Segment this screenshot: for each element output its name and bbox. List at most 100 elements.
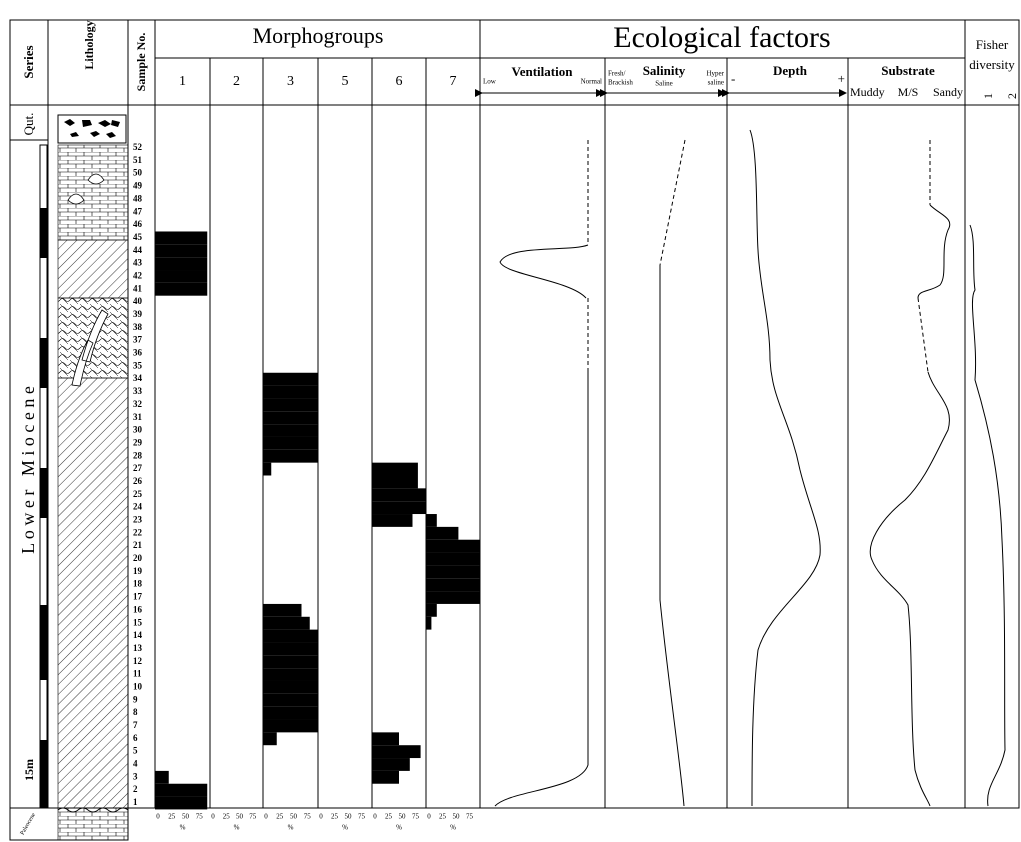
sample-label: 49 xyxy=(133,181,143,191)
paleocene-litho xyxy=(58,808,128,840)
sample-label: 11 xyxy=(133,669,142,679)
sample-label: 2 xyxy=(133,784,138,794)
bar xyxy=(263,668,318,681)
sample-label: 22 xyxy=(133,527,143,537)
bar xyxy=(372,758,410,771)
bar xyxy=(263,398,318,411)
fisher-tick: 1 xyxy=(981,93,995,99)
sample-label: 18 xyxy=(133,579,143,589)
x-tick-label: 50 xyxy=(236,813,244,821)
x-tick-label: 75 xyxy=(249,813,257,821)
bar xyxy=(263,720,318,733)
sample-label: 33 xyxy=(133,386,143,396)
group-label: 7 xyxy=(450,74,457,89)
bar xyxy=(426,578,480,591)
bar xyxy=(263,630,318,643)
miocene-label: L o w e r M i o c e n e xyxy=(18,386,38,554)
sample-label: 17 xyxy=(133,592,143,602)
sample-label: 47 xyxy=(133,206,143,216)
bar xyxy=(263,424,318,437)
bar xyxy=(263,694,318,707)
x-unit: % xyxy=(450,824,456,832)
fisher-title-2: diversity xyxy=(969,57,1015,72)
group-label: 1 xyxy=(179,74,186,89)
x-tick-label: 25 xyxy=(276,813,284,821)
fisher-title: Fisher xyxy=(976,37,1009,52)
vent-curve xyxy=(495,245,588,806)
sample-label: 41 xyxy=(133,283,143,293)
bar xyxy=(426,617,431,630)
bar xyxy=(155,244,207,257)
sample-label: 52 xyxy=(133,142,143,152)
sample-label: 21 xyxy=(133,540,143,550)
vent-low: Low xyxy=(483,78,497,86)
sample-label: 50 xyxy=(133,168,143,178)
x-tick-label: 50 xyxy=(453,813,461,821)
sample-label: 6 xyxy=(133,733,138,743)
x-tick-label: 0 xyxy=(264,813,268,821)
sub-curve xyxy=(870,205,950,806)
sample-label: 14 xyxy=(133,630,143,640)
x-tick-label: 0 xyxy=(156,813,160,821)
sample-label: 30 xyxy=(133,425,143,435)
sample-label: 44 xyxy=(133,245,143,255)
bar xyxy=(372,771,399,784)
lithology-header: Lithology xyxy=(82,20,96,69)
sub-dashed xyxy=(918,140,930,372)
sample-label: 40 xyxy=(133,296,143,306)
bar xyxy=(426,591,480,604)
bar xyxy=(263,707,318,720)
sample-label: 29 xyxy=(133,437,143,447)
bar xyxy=(372,488,426,501)
sal-dashed xyxy=(660,140,685,265)
sample-label: 1 xyxy=(133,797,138,807)
sample-label: 51 xyxy=(133,155,143,165)
bar xyxy=(426,540,480,553)
sample-label: 12 xyxy=(133,656,143,666)
stratigraphy: Qut. L o w e r M i o c e n e 15m Paleoce… xyxy=(18,113,38,837)
sample-label: 15 xyxy=(133,617,143,627)
sample-label: 37 xyxy=(133,335,143,345)
sal-low: Brackish xyxy=(608,79,633,87)
bar xyxy=(372,514,413,527)
headers: Series Lithology Sample No. Morphogroups… xyxy=(21,20,1019,99)
x-tick-label: 50 xyxy=(399,813,407,821)
conglomerate xyxy=(58,115,126,143)
sample-label: 28 xyxy=(133,450,143,460)
x-tick-label: 0 xyxy=(319,813,323,821)
sal-label: Salinity xyxy=(643,63,686,78)
sample-label: 23 xyxy=(133,515,143,525)
x-unit: % xyxy=(396,824,402,832)
sample-label: 35 xyxy=(133,360,143,370)
vent-label: Ventilation xyxy=(512,64,574,79)
bar xyxy=(263,437,318,450)
x-tick-label: 75 xyxy=(358,813,366,821)
sample-label: 36 xyxy=(133,348,143,358)
sample-header: Sample No. xyxy=(134,33,148,92)
bar xyxy=(263,732,277,745)
morpho-title: Morphogroups xyxy=(253,23,384,48)
x-tick-label: 25 xyxy=(385,813,393,821)
x-tick-label: 50 xyxy=(290,813,298,821)
series-header: Series xyxy=(21,45,36,78)
fisher-curve xyxy=(970,225,1005,806)
x-tick-label: 50 xyxy=(345,813,353,821)
bar xyxy=(426,553,480,566)
marl xyxy=(58,240,128,298)
sal-high: Hyper xyxy=(707,70,725,78)
bar xyxy=(263,681,318,694)
bar xyxy=(263,373,318,386)
x-tick-label: 75 xyxy=(196,813,204,821)
sample-label: 19 xyxy=(133,566,143,576)
sal-high: saline xyxy=(708,79,724,87)
sample-label: 24 xyxy=(133,502,143,512)
x-tick-label: 75 xyxy=(466,813,474,821)
bar xyxy=(155,270,207,283)
bar xyxy=(263,617,310,630)
x-tick-label: 75 xyxy=(304,813,312,821)
bar xyxy=(263,386,318,399)
limestone xyxy=(58,145,128,240)
x-tick-label: 0 xyxy=(211,813,215,821)
bar xyxy=(155,784,207,797)
sub-high: Sandy xyxy=(933,85,963,99)
